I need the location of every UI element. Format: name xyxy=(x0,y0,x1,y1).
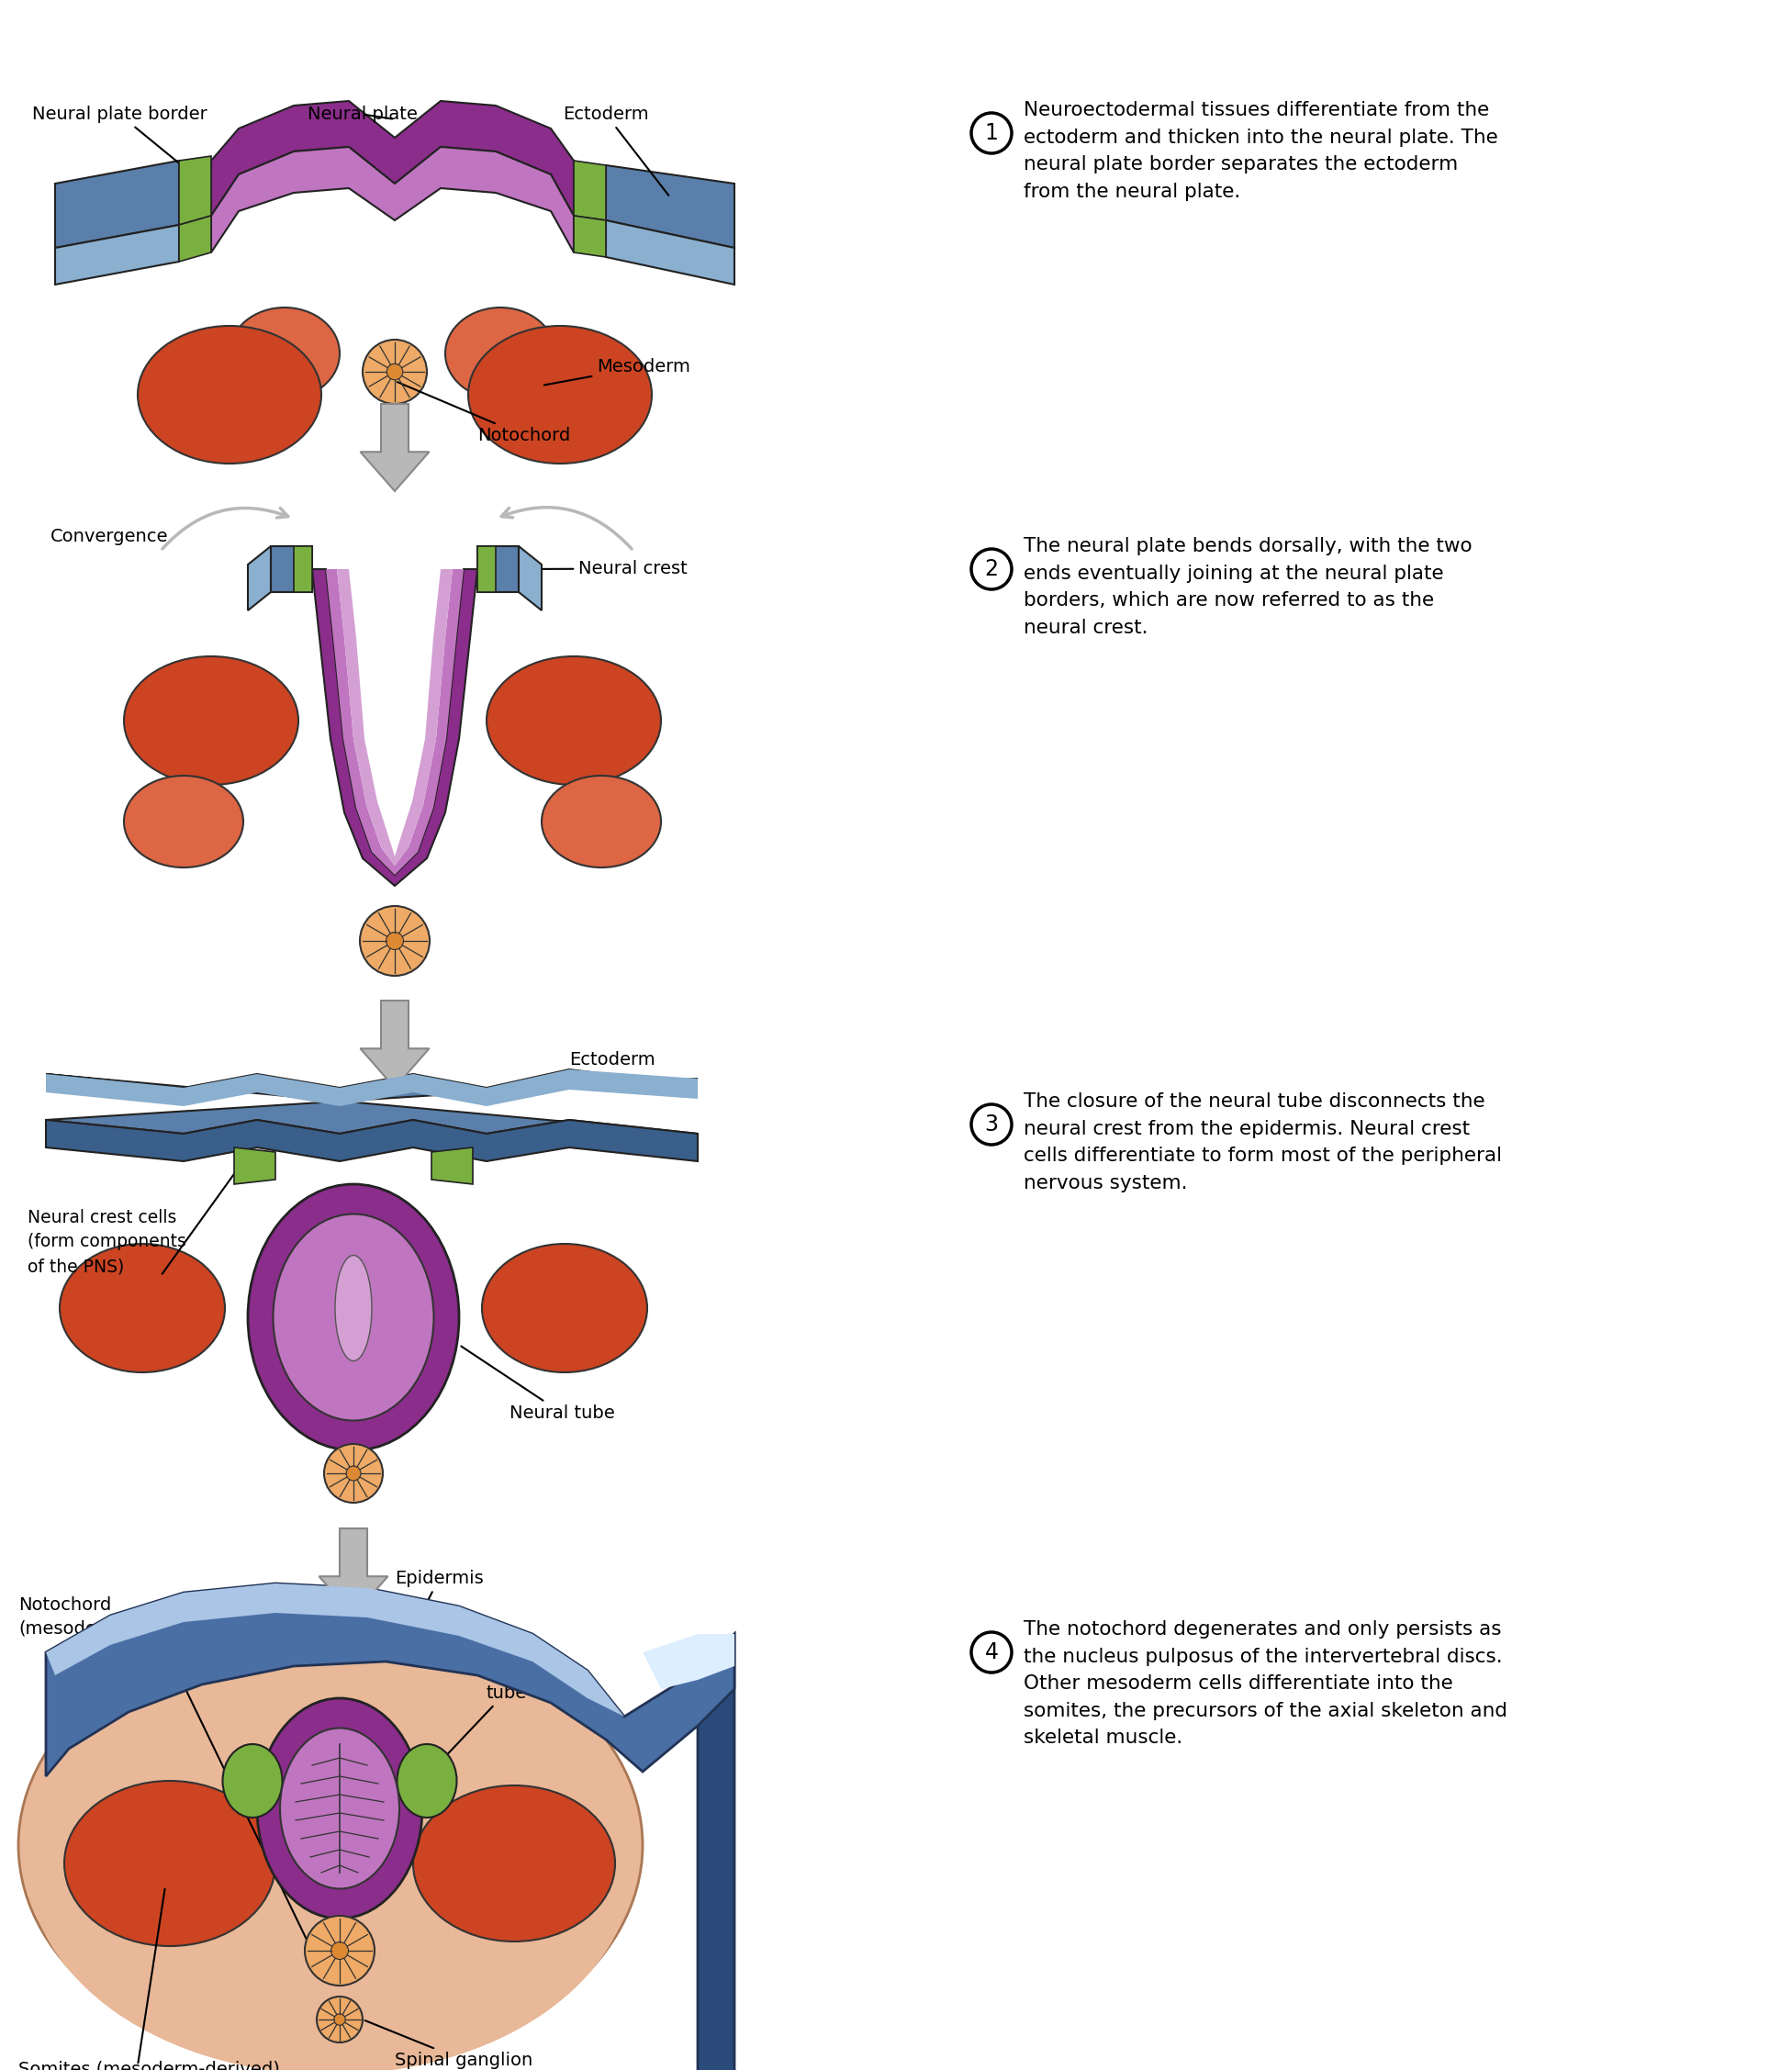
Circle shape xyxy=(333,2014,346,2024)
Text: Mesoderm: Mesoderm xyxy=(545,358,690,385)
Text: 4: 4 xyxy=(984,1642,998,1664)
Ellipse shape xyxy=(541,776,661,867)
Circle shape xyxy=(360,907,430,975)
Text: 2: 2 xyxy=(984,559,998,580)
Polygon shape xyxy=(312,569,477,886)
Circle shape xyxy=(385,932,403,950)
Text: The notochord degenerates and only persists as
the nucleus pulposus of the inter: The notochord degenerates and only persi… xyxy=(1023,1621,1507,1747)
Text: Neural crest: Neural crest xyxy=(516,561,688,578)
Circle shape xyxy=(324,1445,383,1503)
Ellipse shape xyxy=(468,325,652,464)
Ellipse shape xyxy=(414,1786,615,1942)
Text: Convergence: Convergence xyxy=(50,528,168,544)
Text: 1: 1 xyxy=(984,122,998,145)
Text: The closure of the neural tube disconnects the
neural crest from the epidermis. : The closure of the neural tube disconnec… xyxy=(1023,1093,1502,1192)
Circle shape xyxy=(346,1466,360,1480)
Ellipse shape xyxy=(124,776,244,867)
Polygon shape xyxy=(477,546,518,592)
Text: Spinal ganglion: Spinal ganglion xyxy=(366,2020,532,2070)
Circle shape xyxy=(971,1103,1012,1145)
Polygon shape xyxy=(56,161,179,248)
Ellipse shape xyxy=(133,1712,262,1813)
Circle shape xyxy=(305,1915,375,1985)
Polygon shape xyxy=(606,166,735,248)
Polygon shape xyxy=(477,546,496,592)
Polygon shape xyxy=(360,404,428,491)
Circle shape xyxy=(332,1942,348,1960)
Polygon shape xyxy=(247,546,271,611)
Ellipse shape xyxy=(423,1712,550,1813)
Polygon shape xyxy=(360,1000,428,1087)
Polygon shape xyxy=(518,546,541,611)
Ellipse shape xyxy=(272,1213,434,1420)
Ellipse shape xyxy=(18,1621,643,2070)
Text: Neural crest cells
(form components
of the PNS): Neural crest cells (form components of t… xyxy=(27,1209,186,1275)
Circle shape xyxy=(971,114,1012,153)
Polygon shape xyxy=(179,215,211,261)
Text: Neural tube: Neural tube xyxy=(461,1346,615,1422)
Text: Notochord: Notochord xyxy=(398,383,570,445)
Polygon shape xyxy=(179,155,211,226)
Polygon shape xyxy=(47,1070,697,1134)
Circle shape xyxy=(971,1631,1012,1673)
Ellipse shape xyxy=(65,1780,276,1946)
Ellipse shape xyxy=(444,308,556,400)
Polygon shape xyxy=(47,1120,697,1161)
Text: Neural plate border: Neural plate border xyxy=(32,106,206,172)
Polygon shape xyxy=(337,569,453,865)
Ellipse shape xyxy=(124,656,297,785)
Text: Neural
tube: Neural tube xyxy=(425,1662,545,1778)
Ellipse shape xyxy=(247,1184,459,1451)
Text: Epidermis: Epidermis xyxy=(394,1569,484,1627)
Polygon shape xyxy=(294,546,312,592)
Ellipse shape xyxy=(398,1745,457,1817)
Ellipse shape xyxy=(229,308,340,400)
Text: The neural plate bends dorsally, with the two
ends eventually joining at the neu: The neural plate bends dorsally, with th… xyxy=(1023,536,1473,638)
Circle shape xyxy=(971,549,1012,590)
Ellipse shape xyxy=(27,1652,633,2070)
Text: Notochord
(mesoderm-derived): Notochord (mesoderm-derived) xyxy=(18,1596,202,1637)
Ellipse shape xyxy=(487,656,661,785)
Polygon shape xyxy=(235,1147,276,1184)
Circle shape xyxy=(362,339,426,404)
Text: Neuroectodermal tissues differentiate from the
ectoderm and thicken into the neu: Neuroectodermal tissues differentiate fr… xyxy=(1023,101,1498,201)
Polygon shape xyxy=(432,1147,473,1184)
Polygon shape xyxy=(573,215,606,257)
Ellipse shape xyxy=(335,1254,371,1360)
Ellipse shape xyxy=(280,1728,400,1888)
Polygon shape xyxy=(47,1584,624,1716)
Circle shape xyxy=(317,1998,362,2043)
Polygon shape xyxy=(697,1633,735,2070)
Polygon shape xyxy=(56,226,179,284)
Polygon shape xyxy=(47,1070,697,1105)
Polygon shape xyxy=(643,1633,735,1689)
Text: Ectoderm: Ectoderm xyxy=(563,106,668,195)
Polygon shape xyxy=(211,147,573,253)
Ellipse shape xyxy=(59,1244,226,1372)
Ellipse shape xyxy=(256,1697,423,1919)
Polygon shape xyxy=(319,1528,387,1615)
Polygon shape xyxy=(326,569,464,876)
Polygon shape xyxy=(271,546,312,592)
Polygon shape xyxy=(606,219,735,284)
Text: Somites (mesoderm-derived): Somites (mesoderm-derived) xyxy=(18,2062,280,2070)
Polygon shape xyxy=(47,1584,735,1776)
Ellipse shape xyxy=(222,1745,283,1817)
Text: 3: 3 xyxy=(984,1114,998,1136)
Polygon shape xyxy=(573,161,606,219)
Circle shape xyxy=(387,364,403,379)
Text: Ectoderm: Ectoderm xyxy=(516,1052,656,1095)
Text: Neural plate: Neural plate xyxy=(308,106,418,122)
Polygon shape xyxy=(211,101,573,215)
Ellipse shape xyxy=(138,325,321,464)
Ellipse shape xyxy=(482,1244,647,1372)
